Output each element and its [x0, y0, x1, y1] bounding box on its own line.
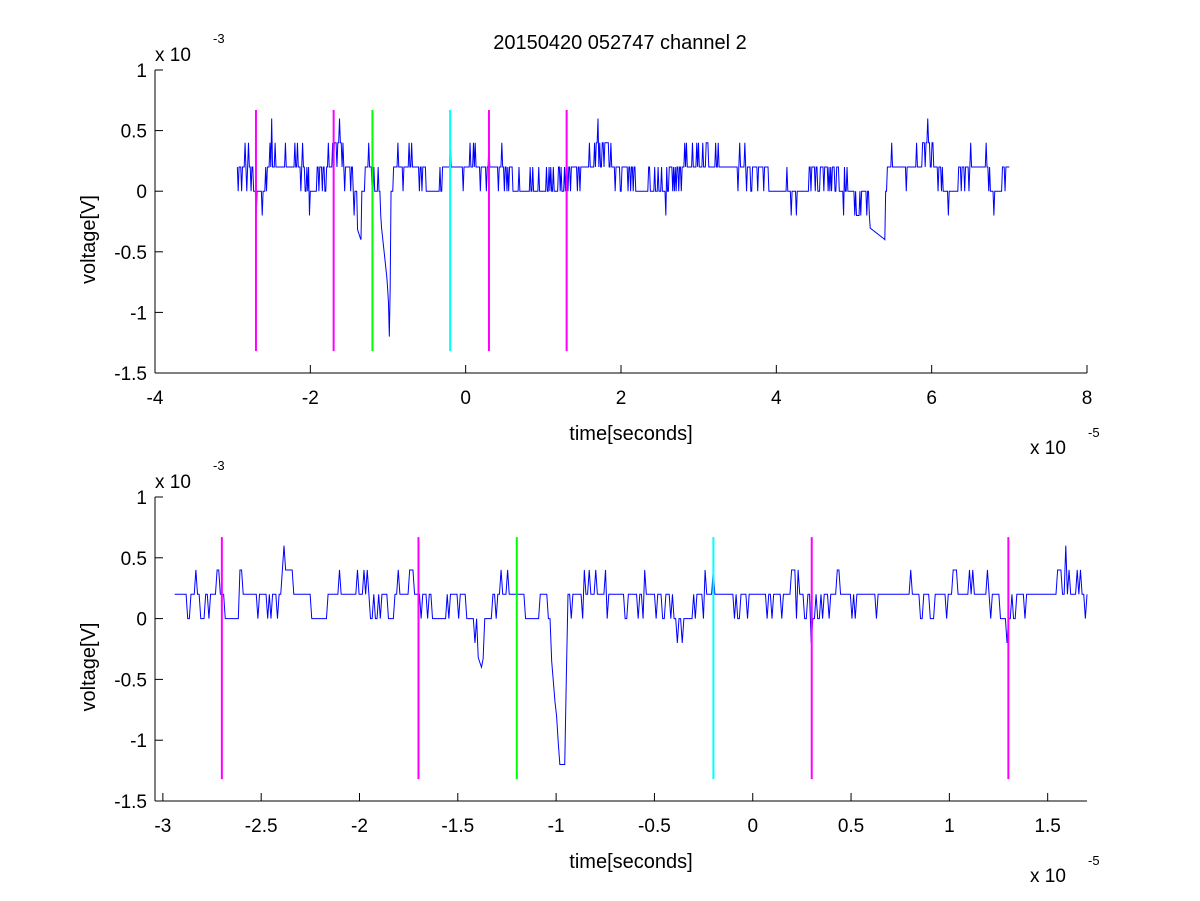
x-tick-label: -2	[302, 388, 319, 409]
x-tick-label: 1	[944, 816, 955, 837]
y-tick-label: 0.5	[121, 549, 147, 570]
y-axis-label: voltage[V]	[78, 195, 100, 284]
y-axis-multiplier: x 10	[155, 472, 191, 493]
x-tick-label: -2	[351, 816, 368, 837]
y-tick-label: -0.5	[114, 243, 147, 264]
y-tick-label: -1	[130, 731, 147, 752]
y-axis-multiplier-exponent: -3	[213, 458, 225, 473]
x-tick-label: -0.5	[638, 816, 671, 837]
x-tick-label: -2.5	[245, 816, 278, 837]
x-axis-multiplier: x 10	[1030, 438, 1066, 459]
x-tick-label: 8	[1082, 388, 1093, 409]
figure-title: 20150420 052747 channel 2	[493, 32, 747, 54]
y-tick-label: -0.5	[114, 670, 147, 691]
x-tick-label: 1.5	[1034, 816, 1060, 837]
voltage-series-line	[174, 545, 1088, 766]
bottom-plot: -3 -2.5 -2 -1.5 -1 -0.5 0 0.5 1 1.5 -1.5 -1 -0.5 0 0.5…	[78, 458, 1100, 887]
top-plot: -4 -2 0 2 4 6 8 -1.5 -1 -0.5 0 0.5 1 time[seconds] vol…	[78, 31, 1100, 459]
x-tick-label: 6	[926, 388, 937, 409]
x-tick-label: 0.5	[838, 816, 864, 837]
x-tick-label: -1.5	[441, 816, 474, 837]
y-tick-label: -1.5	[114, 364, 147, 385]
x-axis-multiplier-exponent: -5	[1088, 853, 1100, 868]
x-tick-label: 4	[771, 388, 782, 409]
x-axis-label: time[seconds]	[569, 423, 692, 445]
voltage-series-line	[236, 118, 1010, 337]
x-tick-label: 2	[616, 388, 627, 409]
x-tick-label: 0	[747, 816, 758, 837]
x-tick-label: -1	[548, 816, 565, 837]
y-axis-multiplier: x 10	[155, 45, 191, 66]
x-axis-label: time[seconds]	[569, 851, 692, 873]
y-tick-label: -1.5	[114, 792, 147, 813]
y-axis-label: voltage[V]	[78, 623, 100, 712]
x-axis-multiplier: x 10	[1030, 866, 1066, 887]
y-axis-multiplier-exponent: -3	[213, 31, 225, 46]
y-tick-label: 1	[136, 61, 147, 82]
x-axis-multiplier-exponent: -5	[1088, 425, 1100, 440]
x-tick-label: -4	[147, 388, 164, 409]
y-tick-label: 1	[136, 488, 147, 509]
y-tick-label: 0.5	[121, 122, 147, 143]
y-tick-label: -1	[130, 303, 147, 324]
y-tick-label: 0	[136, 610, 147, 631]
x-tick-label: 0	[460, 388, 471, 409]
x-tick-label: -3	[154, 816, 171, 837]
y-tick-label: 0	[136, 182, 147, 203]
